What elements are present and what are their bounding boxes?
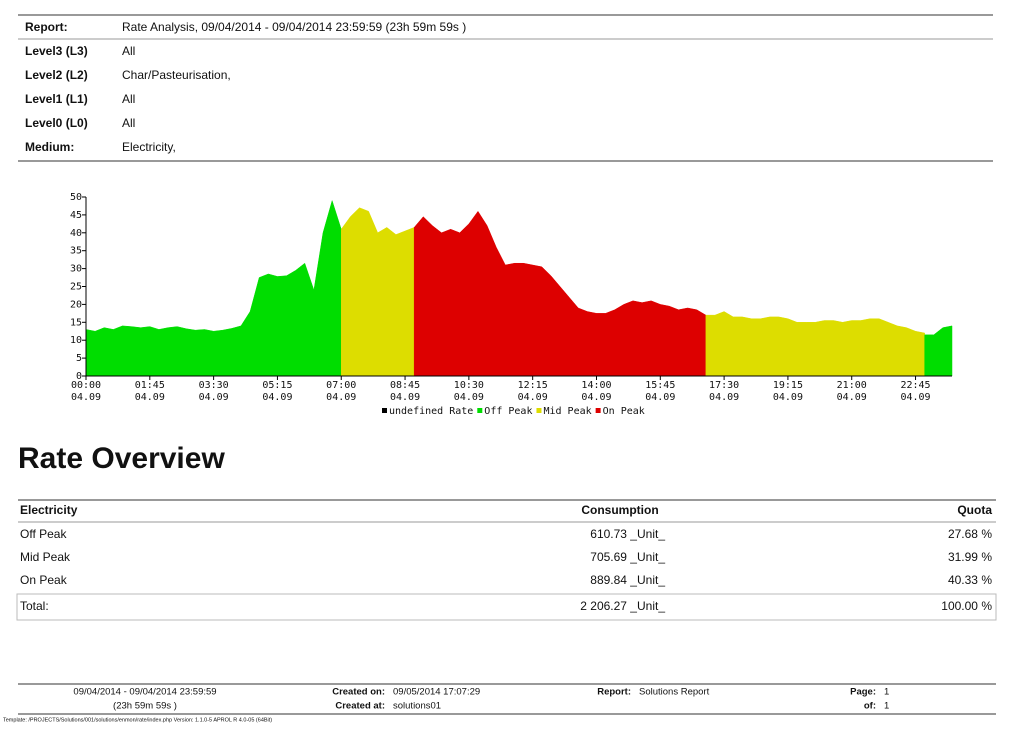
x-tick-date: 04.09	[454, 392, 484, 403]
field-label: Level0 (L0)	[25, 116, 88, 130]
column-header: Electricity	[20, 503, 78, 517]
y-tick-label: 30	[70, 264, 82, 275]
legend-label: undefined Rate	[389, 406, 473, 417]
y-tick-label: 0	[76, 371, 82, 382]
y-tick-label: 20	[70, 299, 82, 310]
field-label: Level1 (L1)	[25, 92, 88, 106]
rate-area	[413, 210, 707, 377]
x-tick-date: 04.09	[326, 392, 356, 403]
rate-quota: 31.99 %	[948, 550, 992, 564]
x-tick-date: 04.09	[518, 392, 548, 403]
field-value: Rate Analysis, 09/04/2014 - 09/04/2014 2…	[122, 20, 466, 34]
x-tick-date: 04.09	[581, 392, 611, 403]
footer-value: 09/05/2014 17:07:29	[393, 687, 480, 698]
field-value: All	[122, 92, 135, 106]
x-tick-label: 03:30	[199, 380, 229, 391]
rate-consumption: 610.73 _Unit_	[590, 527, 665, 541]
x-tick-date: 04.09	[773, 392, 803, 403]
x-tick-label: 05:15	[262, 380, 292, 391]
footer-value: 1	[884, 687, 889, 698]
report-header: Report: Rate Analysis, 09/04/2014 - 09/04…	[25, 20, 466, 154]
x-tick-date: 04.09	[837, 392, 867, 403]
field-value: All	[122, 44, 135, 58]
footer-value: solutions01	[393, 701, 441, 712]
x-tick-label: 12:15	[518, 380, 548, 391]
legend-label: Off Peak	[484, 406, 532, 417]
legend-label: On Peak	[603, 406, 645, 417]
footer-label: Page:	[850, 687, 876, 698]
column-header: Consumption	[581, 503, 658, 517]
column-header: Quota	[957, 503, 992, 517]
total-consumption: 2 206.27 _Unit_	[580, 599, 665, 613]
footer-value: Solutions Report	[639, 687, 710, 698]
footer-label: Created on:	[332, 687, 385, 698]
y-tick-label: 40	[70, 228, 82, 239]
y-tick-label: 45	[70, 210, 82, 221]
rate-name: Mid Peak	[20, 550, 71, 564]
field-label: Level3 (L3)	[25, 44, 88, 58]
rate-area	[340, 207, 415, 377]
x-tick-label: 00:00	[71, 380, 101, 391]
x-tick-date: 04.09	[645, 392, 675, 403]
x-tick-label: 15:45	[645, 380, 675, 391]
rate-area	[924, 325, 953, 377]
x-tick-label: 01:45	[135, 380, 165, 391]
legend-swatch	[382, 408, 387, 413]
field-label: Level2 (L2)	[25, 68, 88, 82]
y-tick-label: 35	[70, 246, 82, 257]
footer-label: Created at:	[335, 701, 385, 712]
rate-name: On Peak	[20, 573, 68, 587]
footer-period: 09/04/2014 - 09/04/2014 23:59:59	[73, 687, 216, 698]
chart: 0510152025303540455000:0004.0901:4504.09…	[70, 192, 953, 417]
x-tick-label: 22:45	[900, 380, 930, 391]
total-box	[16, 593, 997, 621]
legend-swatch	[595, 408, 601, 413]
legend-label: Mid Peak	[543, 406, 591, 417]
x-tick-label: 08:45	[390, 380, 420, 391]
footer-duration: (23h 59m 59s )	[113, 701, 177, 712]
y-tick-label: 10	[70, 335, 82, 346]
field-value: Char/Pasteurisation,	[122, 68, 231, 82]
y-tick-label: 25	[70, 282, 82, 293]
x-tick-date: 04.09	[199, 392, 229, 403]
template-info: Template: /PROJECTS/Solutions/001/soluti…	[3, 717, 272, 723]
x-tick-label: 14:00	[581, 380, 611, 391]
x-tick-date: 04.09	[135, 392, 165, 403]
field-label: Medium:	[25, 140, 74, 154]
rate-area	[705, 311, 925, 377]
rate-quota: 40.33 %	[948, 573, 992, 587]
y-tick-label: 15	[70, 317, 82, 328]
rate-area	[85, 199, 342, 377]
x-tick-date: 04.09	[709, 392, 739, 403]
legend-swatch	[477, 408, 483, 413]
total-label: Total:	[20, 599, 49, 613]
section-title: Rate Overview	[18, 442, 225, 475]
x-tick-label: 21:00	[837, 380, 867, 391]
x-tick-date: 04.09	[900, 392, 930, 403]
footer-value: 1	[884, 701, 889, 712]
footer-label: Report:	[597, 687, 631, 698]
x-tick-label: 17:30	[709, 380, 739, 391]
rate-consumption: 889.84 _Unit_	[590, 573, 665, 587]
field-label: Report:	[25, 20, 68, 34]
x-tick-date: 04.09	[390, 392, 420, 403]
legend-swatch	[536, 408, 542, 413]
y-tick-label: 5	[76, 353, 82, 364]
x-tick-label: 19:15	[773, 380, 803, 391]
x-tick-date: 04.09	[262, 392, 292, 403]
rate-quota: 27.68 %	[948, 527, 992, 541]
x-tick-date: 04.09	[71, 392, 101, 403]
x-tick-label: 07:00	[326, 380, 356, 391]
overview-rows: Off Peak 610.73 _Unit_ 27.68 % Mid Peak 705.…	[20, 527, 992, 587]
x-tick-label: 10:30	[454, 380, 484, 391]
field-value: Electricity,	[122, 140, 176, 154]
rate-name: Off Peak	[20, 527, 67, 541]
rate-consumption: 705.69 _Unit_	[590, 550, 665, 564]
total-quota: 100.00 %	[941, 599, 992, 613]
y-tick-label: 50	[70, 192, 82, 203]
field-value: All	[122, 116, 135, 130]
footer-label: of:	[864, 701, 876, 712]
